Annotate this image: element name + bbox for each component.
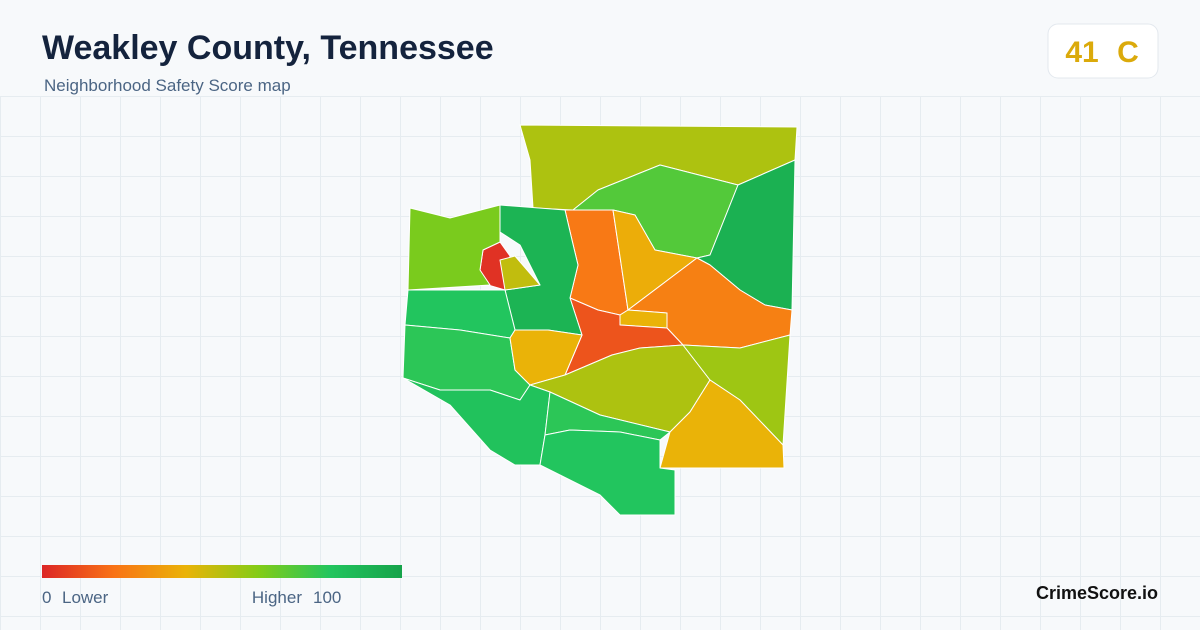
county-region bbox=[402, 377, 551, 466]
title: Weakley County, Tennessee bbox=[42, 29, 494, 67]
legend-min-label: Lower bbox=[62, 588, 109, 607]
legend-gradient bbox=[42, 565, 402, 578]
subtitle: Neighborhood Safety Score map bbox=[44, 76, 291, 95]
county-region bbox=[407, 204, 501, 291]
county-region bbox=[659, 379, 785, 469]
legend-max: 100 bbox=[313, 588, 341, 607]
brand: CrimeScore.io bbox=[1036, 583, 1158, 603]
county-map bbox=[402, 124, 798, 516]
score-grade: C bbox=[1117, 36, 1139, 69]
county-region bbox=[612, 209, 698, 311]
legend-max-label: Higher bbox=[252, 588, 302, 607]
county-region bbox=[499, 255, 541, 291]
county-region bbox=[539, 429, 676, 516]
score-value: 41 bbox=[1065, 36, 1098, 69]
score-badge bbox=[1047, 23, 1159, 79]
legend-min: 0 bbox=[42, 588, 51, 607]
